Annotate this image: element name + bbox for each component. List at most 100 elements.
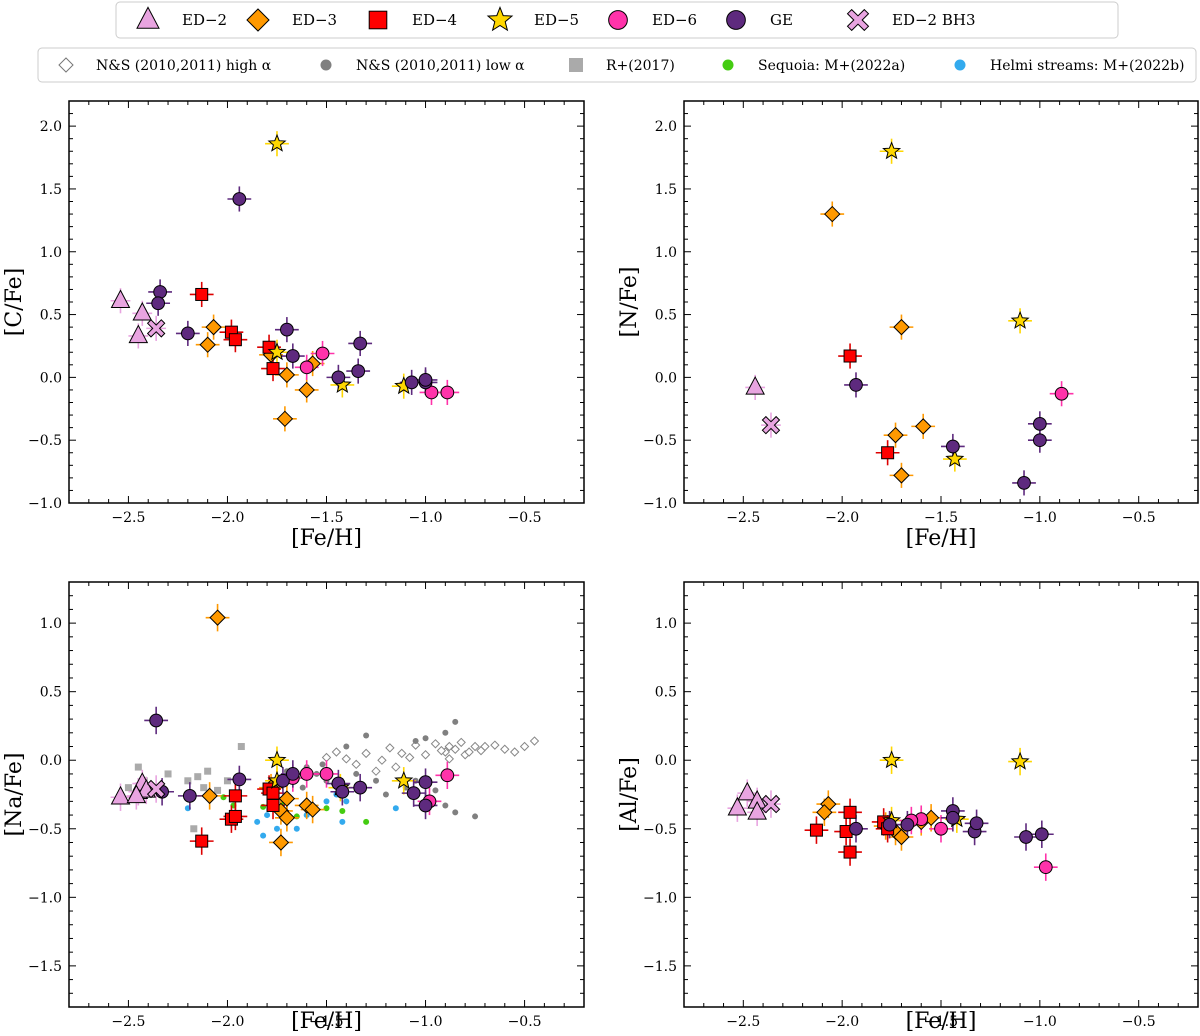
data-point-ge: [418, 775, 433, 790]
data-point-ge: [232, 192, 247, 206]
data-point-ge: [335, 784, 350, 799]
legend-marker: [58, 57, 74, 73]
x-tick-label: −1.0: [409, 1014, 443, 1030]
legend-item: N&S (2010,2011) low α: [320, 58, 525, 74]
legend-literature-items: N&S (2010,2011) high α N&S (2010,2011) lo…: [58, 57, 1185, 74]
legend-item: ED−4: [368, 10, 457, 30]
background-star-point: [339, 818, 346, 825]
data-point-ed-3: [298, 381, 315, 399]
legend-item: ED−6: [608, 10, 697, 30]
data-point-ge: [276, 773, 290, 788]
y-tick-label: −1.0: [28, 890, 62, 906]
plot-frame: [68, 100, 585, 504]
legend-label: R+(2017): [606, 58, 675, 74]
data-point-ed-4: [195, 834, 209, 848]
data-point-ed-6: [440, 385, 455, 400]
x-axis-label: [Fe/H]: [291, 526, 362, 551]
x-tick-label: −1.5: [310, 510, 344, 526]
background-star-point: [422, 735, 429, 742]
plot-area: [745, 138, 1074, 496]
x-tick-label: −1.0: [1023, 1014, 1057, 1030]
data-point-ge: [1017, 476, 1031, 490]
data-point-ed-2: [745, 376, 765, 395]
panel-al-fe: −2.5 −2.0 −1.5 −1.0 −0.5 −1.5 −1.0 −0.5 0.0 0.5 1.…: [617, 581, 1199, 1034]
background-star-point: [382, 791, 389, 798]
legend-marker: [726, 10, 746, 30]
data-point-ed-6: [299, 360, 314, 375]
data-point-ge: [285, 349, 300, 363]
data-point-ge: [882, 817, 897, 832]
y-tick-label: 1.0: [655, 245, 677, 261]
background-star-point: [392, 805, 399, 812]
y-tick-label: 0.5: [655, 685, 677, 701]
x-tick-label: −2.0: [210, 510, 244, 526]
x-tick-label: −2.0: [825, 510, 859, 526]
background-star-point: [436, 745, 447, 756]
legend-marker: [954, 59, 966, 71]
y-tick-label: −1.5: [28, 959, 62, 975]
background-star-point: [339, 807, 346, 814]
background-star-point: [214, 786, 222, 794]
y-tick-label: −1.0: [28, 496, 62, 512]
data-point-ed-2-bh3: [146, 319, 166, 338]
legend-marker: [846, 8, 870, 32]
data-point-ed-5: [1010, 751, 1030, 770]
legend-item: N&S (2010,2011) high α: [58, 57, 272, 74]
background-star-point: [452, 718, 459, 725]
data-point-ge: [153, 285, 167, 299]
background-star-point: [237, 743, 245, 751]
data-point-ed-6: [319, 767, 334, 781]
y-axis-label: [C/Fe]: [2, 268, 27, 337]
background-star-point: [509, 747, 520, 757]
data-point-ed-6: [440, 768, 455, 783]
background-star-point: [190, 825, 198, 833]
y-tick-label: 2.0: [40, 119, 62, 135]
data-point-ed-4: [809, 823, 823, 837]
background-star-point: [444, 754, 455, 764]
data-point-ed-3: [201, 787, 218, 805]
legend-marker: [722, 59, 734, 71]
legend-label: Helmi streams: M+(2022b): [990, 58, 1185, 74]
background-star-point: [464, 747, 474, 757]
legend-literature: N&S (2010,2011) high α N&S (2010,2011) lo…: [37, 47, 1197, 83]
legend-item: R+(2017): [569, 58, 675, 74]
legend-label: ED−5: [534, 11, 579, 29]
data-point-ge: [232, 772, 247, 787]
y-tick-label: 0.0: [655, 753, 677, 769]
data-point-ge: [900, 817, 915, 832]
background-star-point: [260, 832, 267, 839]
background-star-point: [200, 784, 208, 792]
data-point-ge: [149, 713, 164, 728]
data-point-ed-2: [747, 800, 767, 820]
legend-marker: [368, 10, 388, 30]
data-point-ed-5: [394, 770, 414, 789]
x-tick-label: −2.5: [726, 1014, 760, 1030]
data-point-ed-2: [110, 289, 131, 308]
data-point-ge: [404, 375, 419, 390]
x-tick-label: −1.5: [924, 510, 958, 526]
data-point-ge: [1032, 433, 1047, 448]
background-star-point: [472, 813, 479, 820]
data-point-ge: [353, 336, 368, 351]
data-point-ed-3: [272, 834, 290, 851]
background-star-point: [529, 736, 540, 746]
data-point-ed-3: [893, 467, 910, 484]
data-point-ed-2: [132, 301, 153, 321]
legend-item: ED−2 BH3: [846, 8, 976, 32]
data-point-ge: [945, 439, 960, 454]
y-tick-label: 0.0: [655, 370, 677, 386]
data-point-ge: [1019, 830, 1033, 844]
data-point-ed-2: [126, 784, 147, 804]
plot-area: [110, 131, 460, 432]
background-star-point: [452, 809, 459, 816]
background-star-point: [456, 737, 466, 748]
data-point-ed-2-bh3: [146, 779, 166, 799]
data-point-ge: [406, 786, 421, 801]
ticks: [683, 581, 1199, 1008]
x-tick-label: −1.5: [924, 1014, 958, 1030]
legend-marker: [486, 6, 514, 32]
background-star-point: [442, 729, 449, 736]
data-point-ge: [180, 326, 195, 341]
background-star-point: [480, 741, 490, 752]
